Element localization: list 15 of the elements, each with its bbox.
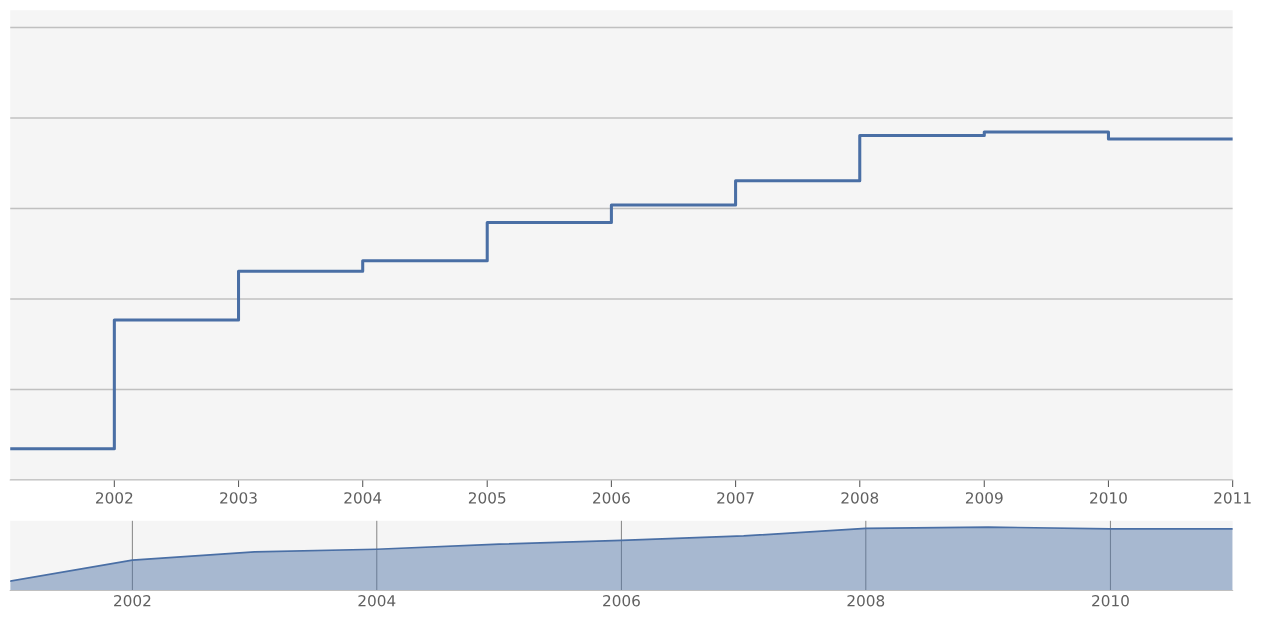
x-tick-label: 2008: [841, 492, 879, 504]
x-tick-label: 2007: [717, 492, 754, 504]
x-tick-label: 2002: [114, 594, 151, 607]
x-tick-label: 2008: [847, 594, 885, 607]
x-tick-label: 2005: [468, 492, 506, 504]
x-tick-label: 2010: [1090, 492, 1127, 504]
x-tick-label: 2010: [1092, 594, 1129, 607]
x-tick-label: 2006: [603, 594, 640, 607]
x-tick-label: 2002: [96, 492, 133, 504]
x-tick-label: 2004: [344, 492, 382, 504]
x-tick-label: 2009: [965, 492, 1003, 504]
x-tick-label: 2011: [1214, 492, 1251, 504]
x-tick-label: 2006: [593, 492, 630, 504]
x-tick-label: 2004: [358, 594, 396, 607]
x-tick-label: 2003: [220, 492, 257, 504]
